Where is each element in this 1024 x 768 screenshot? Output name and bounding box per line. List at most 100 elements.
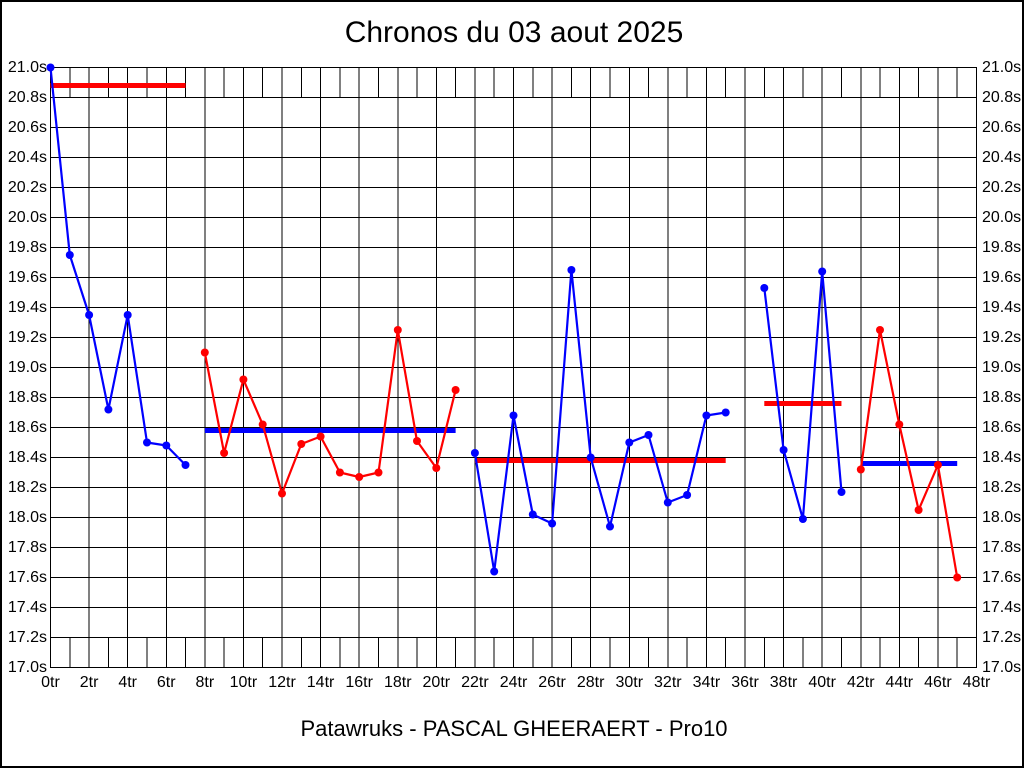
y-axis-tick-label-left: 18.4s	[7, 448, 47, 466]
stint-1-lap-times-point	[162, 441, 171, 450]
stint-1-lap-times-point	[65, 251, 74, 259]
stint-3-lap-times-point	[528, 510, 537, 519]
stint-3-lap-times-point	[721, 408, 730, 417]
y-axis-tick-label-right: 19.8s	[982, 238, 1022, 256]
x-axis-tick-label: 34tr	[692, 674, 721, 691]
y-axis-tick-label-left: 19.4s	[7, 298, 47, 316]
y-axis-tick-label-left: 18.0s	[7, 508, 47, 526]
y-axis-tick-label-left: 18.2s	[7, 478, 47, 496]
y-axis-tick-label-left: 20.4s	[7, 148, 47, 166]
x-axis-tick-label: 4tr	[118, 674, 137, 691]
plot-border	[50, 67, 977, 668]
stint-5-lap-times-point	[876, 326, 884, 334]
stint-3-lap-times-point	[663, 498, 672, 507]
x-axis-tick-label: 30tr	[615, 674, 644, 691]
y-axis-tick-label-left: 17.2s	[7, 628, 47, 646]
x-axis-tick-label: 20tr	[422, 674, 451, 691]
y-axis-tick-label-right: 18.6s	[982, 418, 1022, 436]
y-axis-tick-label-right: 20.8s	[982, 88, 1022, 106]
x-axis-tick-label: 24tr	[499, 674, 528, 691]
stint-5-lap-times-line	[859, 328, 959, 579]
stint-5-lap-times-point	[914, 506, 923, 514]
y-axis-tick-label-right: 18.8s	[982, 388, 1022, 406]
y-axis-tick-label-left: 19.8s	[7, 238, 47, 256]
y-axis-tick-label-right: 17.6s	[982, 568, 1022, 586]
y-axis-tick-label-right: 19.0s	[982, 358, 1022, 376]
x-axis-tick-label: 26tr	[538, 674, 566, 691]
stint-2-lap-times-point	[432, 464, 441, 472]
x-axis-tick-label: 28tr	[576, 674, 605, 691]
stint-2-lap-times-point	[451, 386, 460, 394]
stint-3-lap-times-point	[490, 567, 499, 576]
stint-4-lap-times-line	[763, 270, 843, 521]
x-axis-tick-label: 8tr	[195, 674, 215, 691]
stint-3-lap-times-point	[683, 491, 692, 499]
stint-2-lap-times-point	[278, 489, 286, 498]
x-axis-tick-label: 36tr	[731, 674, 759, 691]
y-axis-tick-label-right: 17.0s	[982, 658, 1022, 676]
x-axis-tick-label: 18tr	[383, 674, 412, 691]
stint-2-lap-times-point	[200, 348, 209, 357]
x-axis-tick-label: 14tr	[306, 674, 335, 691]
stint-3-lap-times-point	[548, 519, 557, 528]
x-axis-tick-label: 42tr	[846, 674, 875, 691]
y-axis-tick-label-right: 19.4s	[982, 298, 1022, 316]
stint-4-lap-times-point	[798, 515, 807, 523]
stint-2-lap-times-point	[297, 440, 306, 448]
stint-2-lap-times-point	[335, 468, 344, 477]
stint-3-lap-times-point	[509, 411, 518, 420]
stint-3-lap-times-point	[625, 438, 634, 447]
x-axis-tick-label: 46tr	[924, 674, 952, 691]
x-axis-tick-label: 6tr	[156, 674, 176, 691]
x-axis-tick-label: 40tr	[808, 674, 836, 691]
y-axis-tick-label-right: 20.2s	[982, 178, 1022, 196]
y-axis-tick-label-right: 20.6s	[982, 118, 1022, 136]
stint-2-lap-times-point	[374, 468, 383, 477]
x-axis-tick-label: 2tr	[79, 674, 99, 691]
stint-4-lap-times-point	[818, 267, 827, 276]
stint-5-lap-times-point	[933, 461, 942, 469]
stint-2-lap-times-point	[393, 326, 402, 334]
x-axis-tick-label: 12tr	[268, 674, 296, 691]
y-axis-tick-label-left: 20.2s	[7, 178, 47, 196]
stint-3-lap-times-line	[473, 268, 727, 573]
y-axis-tick-label-right: 20.4s	[982, 148, 1022, 166]
y-axis-tick-label-right: 19.6s	[982, 268, 1022, 286]
x-axis-tick-label: 38tr	[769, 674, 798, 691]
y-axis-tick-label-left: 17.0s	[7, 658, 47, 676]
y-axis-tick-label-left: 18.6s	[7, 418, 47, 436]
y-axis-tick-label-left: 17.8s	[7, 538, 47, 556]
stint-3-lap-times-point	[606, 522, 614, 531]
stint-3-lap-times-point	[702, 411, 711, 420]
y-axis-tick-label-right: 21.0s	[982, 58, 1022, 76]
y-axis-tick-label-right: 18.4s	[982, 448, 1022, 466]
y-axis-tick-label-right: 20.0s	[982, 208, 1022, 226]
stint-5-lap-times-point	[953, 573, 962, 582]
stint-2-lap-times-point	[316, 432, 325, 441]
stint-2-lap-times-point	[413, 437, 421, 445]
stint-3-lap-times-point	[586, 453, 595, 462]
stint-1-lap-times-point	[143, 438, 151, 447]
y-axis-tick-label-left: 19.0s	[7, 358, 47, 376]
y-axis-tick-label-left: 20.8s	[7, 88, 47, 106]
y-axis-tick-label-right: 17.4s	[982, 598, 1022, 616]
stint-2-lap-times-point	[220, 449, 229, 457]
x-axis-tick-label: 10tr	[229, 674, 258, 691]
stint-3-lap-times-point	[567, 266, 576, 274]
x-axis-tick-label: 16tr	[345, 674, 373, 691]
stint-1-lap-times-point	[181, 461, 190, 469]
stint-4-lap-times-point	[837, 488, 846, 496]
stint-2-lap-times-point	[239, 375, 248, 384]
chart-title: Chronos du 03 aout 2025	[344, 16, 684, 49]
footer-caption: Patawruks - PASCAL GHEERAERT - Pro10	[300, 716, 728, 741]
stint-1-lap-times-point	[46, 63, 55, 72]
y-axis-tick-label-left: 20.0s	[7, 208, 47, 226]
y-axis-tick-label-left: 19.2s	[7, 328, 47, 346]
y-axis-tick-label-right: 19.2s	[982, 328, 1022, 346]
y-axis-tick-label-left: 19.6s	[7, 268, 47, 286]
y-axis-tick-label-right: 18.2s	[982, 478, 1022, 496]
y-axis-tick-label-left: 20.6s	[7, 118, 47, 136]
x-axis-tick-label: 44tr	[885, 674, 914, 691]
x-axis-tick-label: 48tr	[962, 674, 991, 691]
y-axis-tick-label-right: 17.2s	[982, 628, 1022, 646]
